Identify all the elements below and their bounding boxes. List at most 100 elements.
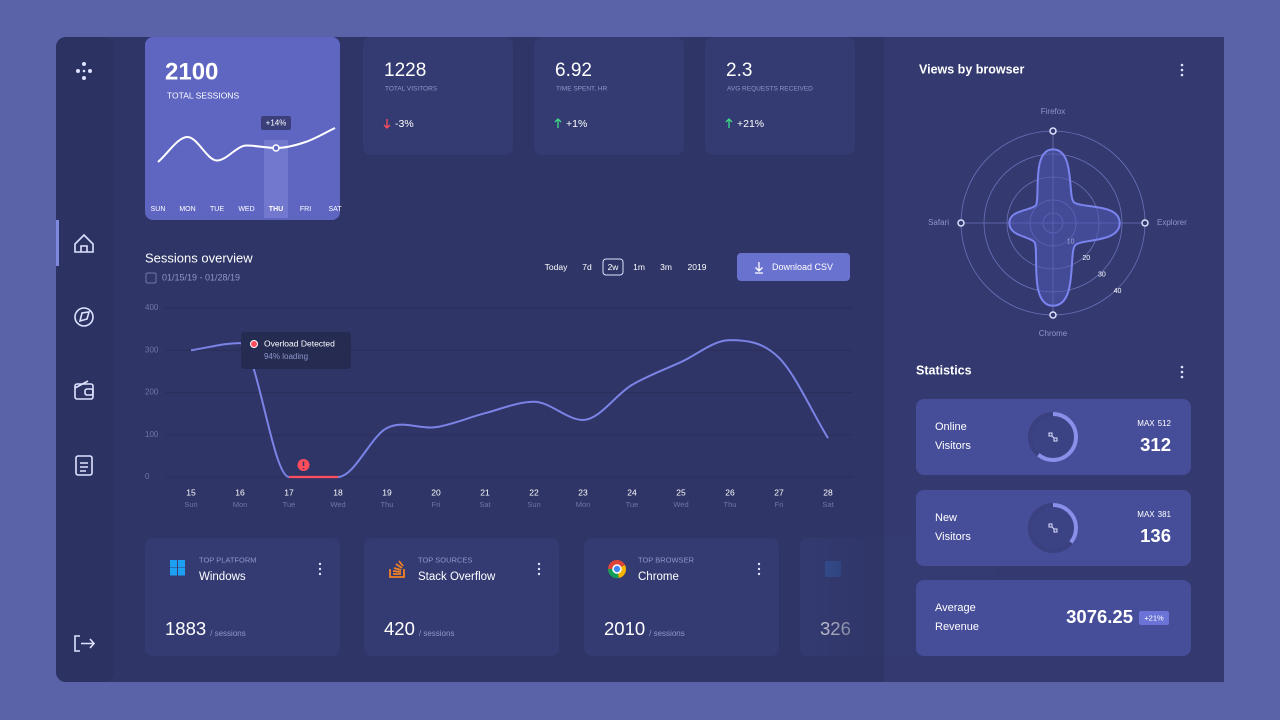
statistics-menu[interactable] (1180, 365, 1184, 379)
highlight-point (272, 144, 280, 152)
range-option[interactable]: 2w (608, 262, 620, 272)
badge-label: +21% (1144, 613, 1164, 622)
active-indicator (56, 220, 59, 266)
stat-label: Online (935, 421, 967, 433)
radar-chart: 10203040FirefoxExplorerChromeSafari (928, 107, 1187, 338)
home-icon[interactable] (74, 233, 94, 253)
wallet-icon[interactable] (74, 380, 94, 400)
x-tick-label: 28 (823, 487, 833, 497)
logo (76, 62, 92, 80)
y-tick-label: 300 (145, 345, 159, 354)
top-cards: TOP PLATFORM Windows 1883 / sessions TOP SOU… (145, 530, 995, 665)
stat-max-prefix: MAX (1137, 419, 1155, 428)
card-menu-dot[interactable] (537, 567, 541, 571)
y-tick-label: 100 (145, 430, 159, 439)
windows-icon (178, 560, 185, 568)
range-option[interactable]: Today (545, 262, 568, 272)
range-selector: Today 7d 2w 1m 3m 2019 (545, 258, 707, 276)
top-card-unit: / sessions (419, 629, 455, 638)
stat-max: MAX 512 (1137, 419, 1171, 428)
tooltip: +14% (266, 119, 287, 128)
card-menu-dot[interactable] (757, 562, 761, 566)
radar-axis-dot (1049, 127, 1057, 135)
top-card (364, 538, 559, 656)
x-sub-label: Tue (626, 500, 639, 509)
radar-axis-label: Explorer (1157, 218, 1187, 227)
radar-tick-label: 40 (1114, 288, 1122, 295)
range-option[interactable]: 1m (633, 262, 645, 272)
y-tick-label: 200 (145, 388, 159, 397)
x-sub-label: Thu (724, 500, 737, 509)
chrome-icon-center (612, 564, 622, 574)
y-tick-label: 0 (145, 472, 150, 481)
kpi-value: 2100 (165, 58, 218, 85)
line-series (190, 339, 829, 479)
x-sub-label: Sat (822, 500, 834, 509)
compass-icon[interactable] (74, 307, 94, 327)
card-menu-dot[interactable] (757, 572, 761, 576)
kpi-label: TIME SPENT, HR (556, 86, 608, 93)
card-menu-dot[interactable] (537, 572, 541, 576)
kpi-change: -3% (395, 118, 414, 130)
calendar-icon (145, 272, 157, 284)
x-tick-label: 20 (431, 487, 441, 497)
stat-value: 3076.25 (1066, 606, 1133, 627)
stat-label: Average (935, 602, 976, 614)
stat-max-prefix: MAX (1137, 510, 1155, 519)
radar-axis-dot (957, 219, 965, 227)
badge (1139, 611, 1169, 625)
x-tick-label: 18 (333, 487, 343, 497)
section-title: Sessions overview (145, 250, 253, 265)
radar-tick-label: 20 (1082, 255, 1090, 262)
top-card-value: 420 (384, 618, 415, 639)
radar-axis-dot (1141, 219, 1149, 227)
document-icon[interactable] (75, 455, 93, 476)
day-label: SAT (328, 206, 342, 213)
change-arrow (383, 119, 391, 129)
x-sub-label: Fri (775, 500, 784, 509)
right-panel-corner (1214, 37, 1224, 682)
logout-icon[interactable] (74, 635, 96, 652)
statistics-title: Statistics (916, 363, 972, 377)
kpi-value: 6.92 (555, 60, 592, 81)
windows-icon (170, 560, 177, 568)
stat-icon (1048, 523, 1058, 533)
x-sub-label: Wed (673, 500, 688, 509)
download-button[interactable] (737, 253, 850, 281)
download-label[interactable]: Download CSV (772, 262, 833, 272)
top-card-value: 1883 (165, 618, 206, 639)
radar-shape (1008, 148, 1121, 307)
kpi-primary-card (145, 37, 340, 220)
day-label: FRI (300, 206, 311, 213)
range-option[interactable]: 2019 (688, 262, 707, 272)
range-option[interactable]: 3m (660, 262, 672, 272)
alert-detail: 94% loading (264, 352, 308, 361)
stat-label: Visitors (935, 531, 971, 543)
kpi-change: +21% (737, 118, 764, 130)
card-menu-dot[interactable] (318, 562, 322, 566)
x-tick-label: 23 (578, 487, 588, 497)
kpi-label: TOTAL VISITORS (385, 86, 438, 93)
stat-label: New (935, 512, 957, 524)
day-label: THU (269, 206, 283, 213)
x-sub-label: Sun (527, 500, 540, 509)
alert-dot (250, 340, 258, 348)
sessions-chart: 0 100 200 300 400 15 Sun 16 Mon 17 Tue 18 Wed 19 Thu 20… (145, 303, 852, 509)
card-menu-dot[interactable] (318, 567, 322, 571)
radar-axis-dot (1049, 311, 1057, 319)
kpi-label: AVG REQUESTS RECEIVED (727, 86, 813, 93)
card-menu-dot[interactable] (757, 567, 761, 571)
sidebar-icons (56, 62, 96, 652)
stackoverflow-icon (389, 560, 405, 578)
x-sub-label: Mon (233, 500, 248, 509)
day-label: TUE (210, 206, 224, 213)
kpi-value: 1228 (384, 60, 426, 81)
card-menu-dot[interactable] (537, 562, 541, 566)
radar-menu[interactable] (1180, 63, 1184, 77)
card-menu-dot[interactable] (318, 572, 322, 576)
radar-title: Views by browser (919, 62, 1025, 76)
stat-max-value: 512 (1158, 419, 1172, 428)
range-option[interactable]: 7d (582, 262, 592, 272)
